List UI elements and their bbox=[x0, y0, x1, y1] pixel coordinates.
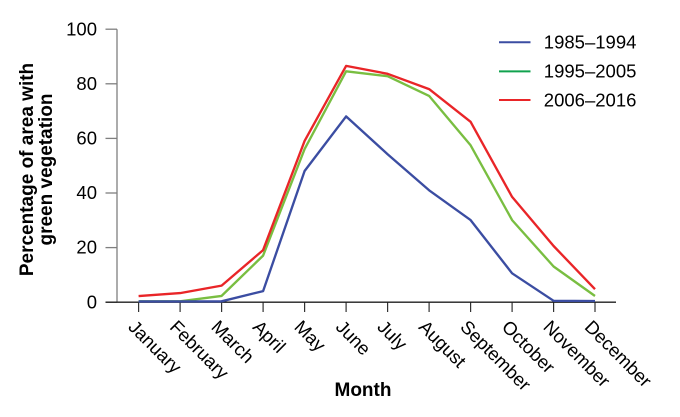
svg-text:2006–2016: 2006–2016 bbox=[544, 89, 637, 110]
svg-text:100: 100 bbox=[66, 18, 97, 39]
svg-text:60: 60 bbox=[76, 128, 97, 149]
svg-text:80: 80 bbox=[76, 73, 97, 94]
svg-text:1985–1994: 1985–1994 bbox=[544, 32, 637, 53]
svg-text:green vegetation: green vegetation bbox=[36, 93, 57, 245]
svg-text:1995–2005: 1995–2005 bbox=[544, 61, 637, 82]
svg-text:Percentage of area with: Percentage of area with bbox=[17, 63, 38, 276]
svg-text:20: 20 bbox=[76, 237, 97, 258]
svg-text:Month: Month bbox=[335, 380, 392, 401]
svg-text:0: 0 bbox=[87, 291, 97, 312]
svg-text:40: 40 bbox=[76, 182, 97, 203]
